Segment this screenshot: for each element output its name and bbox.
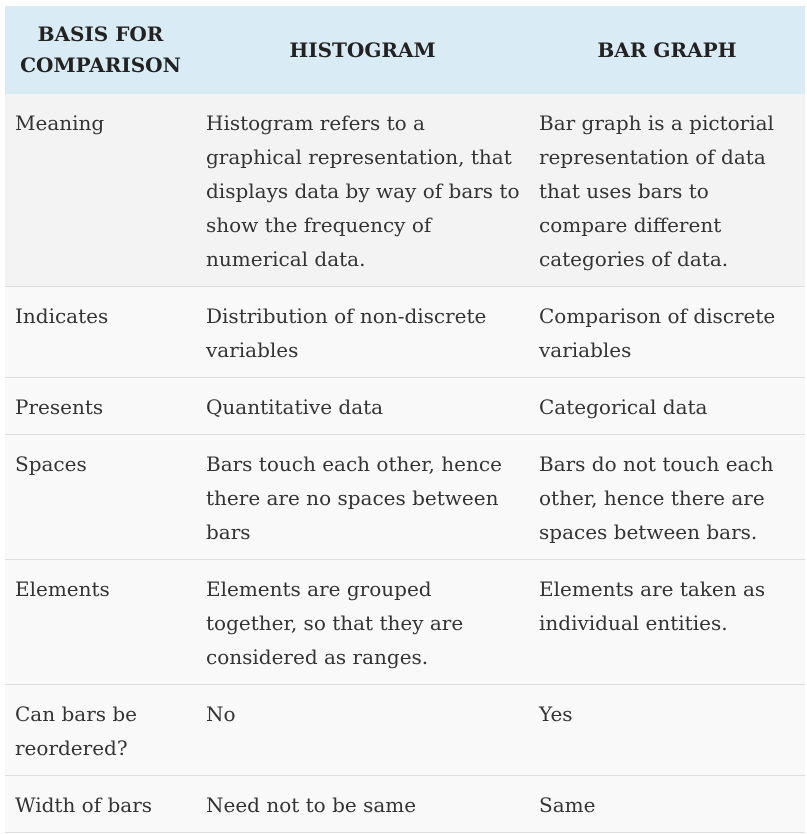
comparison-table: BASIS FOR COMPARISON HISTOGRAM BAR GRAPH… xyxy=(5,6,805,833)
cell-basis: Indicates xyxy=(5,286,196,378)
cell-basis: Can bars be reordered? xyxy=(5,684,196,776)
table-row: Can bars be reordered? No Yes xyxy=(5,684,805,776)
cell-bar-graph: Yes xyxy=(529,684,805,776)
cell-histogram: Elements are grouped together, so that t… xyxy=(196,559,529,685)
header-basis-line2: COMPARISON xyxy=(20,53,181,77)
table-body: Meaning Histogram refers to a graphical … xyxy=(5,94,805,833)
table-row: Elements Elements are grouped together, … xyxy=(5,559,805,685)
cell-bar-graph: Elements are taken as individual entitie… xyxy=(529,559,805,685)
cell-histogram: Need not to be same xyxy=(196,775,529,833)
cell-basis: Presents xyxy=(5,377,196,435)
cell-histogram: Quantitative data xyxy=(196,377,529,435)
cell-basis: Width of bars xyxy=(5,775,196,833)
table-row: Width of bars Need not to be same Same xyxy=(5,775,805,833)
cell-bar-graph: Comparison of discrete variables xyxy=(529,286,805,378)
header-histogram: HISTOGRAM xyxy=(196,6,529,94)
comparison-table-container: BASIS FOR COMPARISON HISTOGRAM BAR GRAPH… xyxy=(5,6,805,833)
cell-basis: Meaning xyxy=(5,94,196,287)
table-row: Meaning Histogram refers to a graphical … xyxy=(5,94,805,287)
header-bar-graph: BAR GRAPH xyxy=(529,6,805,94)
cell-histogram: Bars touch each other, hence there are n… xyxy=(196,434,529,560)
cell-histogram: Distribution of non-discrete variables xyxy=(196,286,529,378)
cell-histogram: Histogram refers to a graphical represen… xyxy=(196,94,529,287)
cell-basis: Elements xyxy=(5,559,196,685)
table-row: Presents Quantitative data Categorical d… xyxy=(5,377,805,435)
header-basis-line1: BASIS FOR xyxy=(37,22,164,46)
header-row: BASIS FOR COMPARISON HISTOGRAM BAR GRAPH xyxy=(5,6,805,94)
table-row: Spaces Bars touch each other, hence ther… xyxy=(5,434,805,560)
table-header: BASIS FOR COMPARISON HISTOGRAM BAR GRAPH xyxy=(5,6,805,94)
cell-basis: Spaces xyxy=(5,434,196,560)
cell-bar-graph: Bar graph is a pictorial representation … xyxy=(529,94,805,287)
cell-histogram: No xyxy=(196,684,529,776)
cell-bar-graph: Categorical data xyxy=(529,377,805,435)
cell-bar-graph: Same xyxy=(529,775,805,833)
table-row: Indicates Distribution of non-discrete v… xyxy=(5,286,805,378)
header-basis-for-comparison: BASIS FOR COMPARISON xyxy=(5,6,196,94)
cell-bar-graph: Bars do not touch each other, hence ther… xyxy=(529,434,805,560)
